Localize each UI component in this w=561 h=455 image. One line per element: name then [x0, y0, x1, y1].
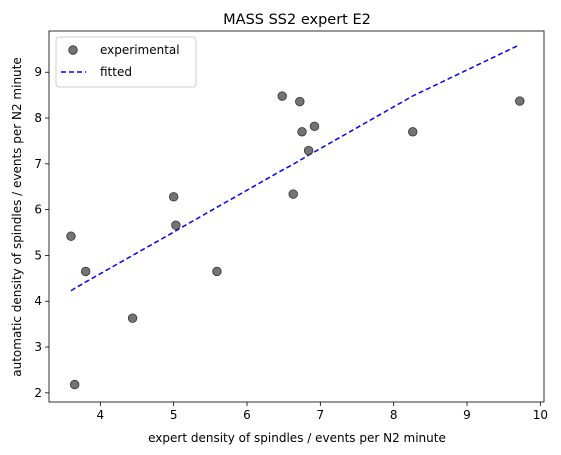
y-tick-label: 2	[34, 386, 42, 400]
scatter-point	[277, 91, 287, 101]
x-tick-label: 5	[170, 408, 178, 422]
x-tick-label: 10	[533, 408, 548, 422]
scatter-point	[212, 266, 222, 277]
scatter-point	[297, 127, 307, 137]
plot-area: 4 5 6 7 8 9 10 2 3 4 5 6 7 8 9	[34, 30, 548, 422]
x-tick-label: 6	[243, 408, 251, 422]
scatter-point	[295, 96, 305, 107]
y-tick-label: 8	[34, 111, 42, 125]
y-tick-label: 4	[34, 294, 42, 308]
scatter-point	[309, 121, 320, 131]
scatter-point	[69, 379, 80, 390]
legend: experimental fitted	[55, 36, 197, 88]
y-axis-label: automatic density of spindles / events p…	[10, 57, 24, 377]
x-tick-label: 9	[463, 408, 471, 422]
legend-box	[55, 36, 197, 88]
x-tick-label: 4	[97, 408, 105, 422]
x-tick-label: 7	[317, 408, 325, 422]
scatter-point	[515, 96, 525, 106]
chart-title: MASS SS2 expert E2	[223, 12, 371, 28]
y-tick-label: 9	[34, 65, 42, 79]
x-tick-label: 8	[390, 408, 398, 422]
scatter-point	[127, 313, 138, 323]
scatter-point	[66, 231, 76, 241]
x-axis-label: expert density of spindles / events per …	[148, 431, 446, 445]
y-tick-label: 7	[34, 157, 42, 171]
y-tick-label: 5	[34, 248, 42, 262]
legend-marker-experimental	[68, 45, 78, 55]
scatter-point	[168, 192, 179, 202]
scatter-point	[171, 220, 181, 230]
legend-label-experimental: experimental	[100, 43, 180, 57]
scatter-point	[408, 127, 418, 137]
y-tick-label: 6	[34, 203, 42, 217]
legend-label-fitted: fitted	[100, 65, 132, 79]
scatter-point	[80, 266, 91, 277]
scatter-point	[288, 189, 298, 199]
plot-frame	[48, 30, 545, 403]
scatter-point	[303, 145, 314, 156]
y-tick-label: 3	[34, 340, 42, 354]
fitted-line	[70, 44, 521, 292]
